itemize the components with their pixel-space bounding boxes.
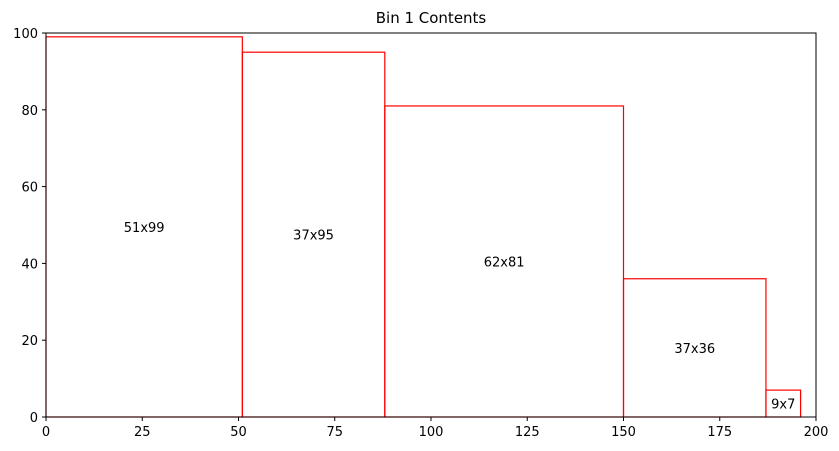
x-tick-label: 50 [230, 425, 247, 440]
x-tick-label: 150 [611, 425, 636, 440]
x-tick-label: 75 [326, 425, 343, 440]
y-tick-label: 20 [21, 334, 38, 349]
y-tick-label: 100 [13, 27, 38, 42]
x-tick-label: 25 [134, 425, 151, 440]
y-tick-label: 40 [21, 257, 38, 272]
item-label-5: 9x7 [771, 398, 795, 413]
item-label-1: 51x99 [124, 221, 165, 236]
y-tick-label: 60 [21, 181, 38, 196]
chart-title: Bin 1 Contents [376, 9, 487, 27]
x-tick-label: 175 [707, 425, 732, 440]
x-tick-label: 100 [419, 425, 444, 440]
x-axis: 0 25 50 75 100 125 150 175 200 [42, 417, 829, 440]
x-tick-label: 200 [804, 425, 829, 440]
item-label-4: 37x36 [674, 342, 715, 357]
y-tick-label: 80 [21, 104, 38, 119]
y-tick-label: 0 [30, 411, 38, 426]
item-label-2: 37x95 [293, 229, 334, 244]
y-axis: 0 20 40 60 80 100 [13, 27, 46, 426]
x-tick-label: 125 [515, 425, 540, 440]
packed-items: 51x99 37x95 62x81 37x36 9x7 [45, 36, 802, 418]
item-label-3: 62x81 [484, 255, 525, 270]
x-tick-label: 0 [42, 425, 50, 440]
